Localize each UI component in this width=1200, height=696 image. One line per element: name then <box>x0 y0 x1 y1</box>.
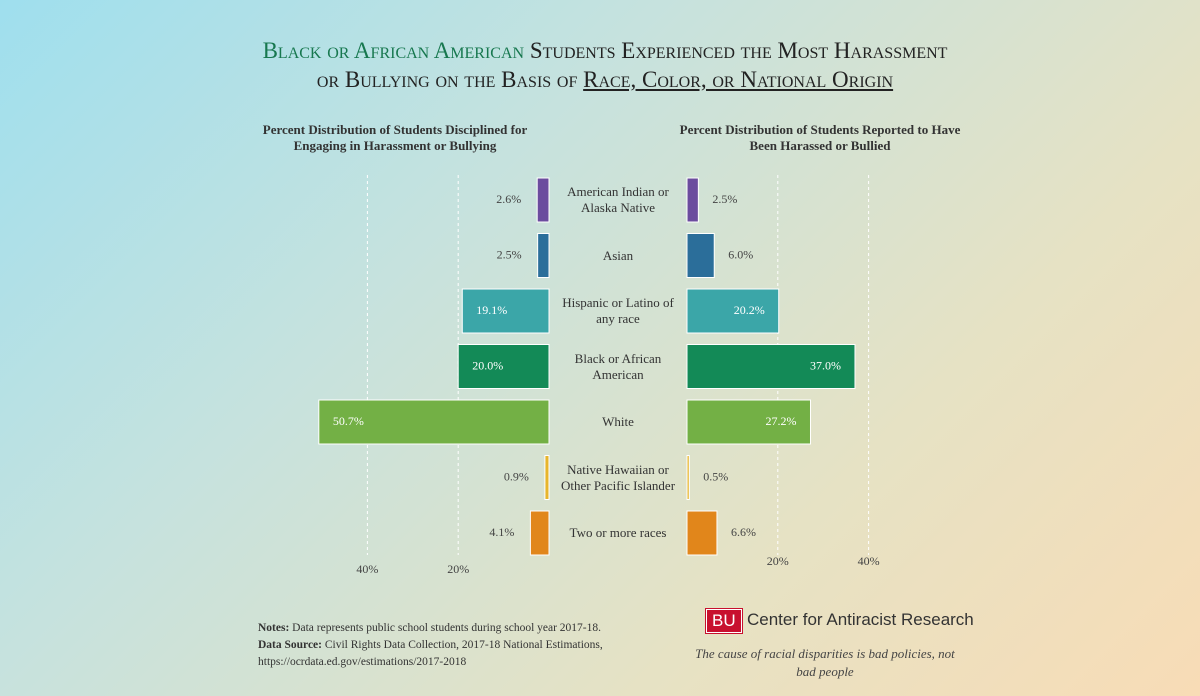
category-label: Hispanic or Latino of any race <box>562 295 674 326</box>
bar <box>457 344 550 389</box>
value-label: 19.1% <box>476 303 507 317</box>
value-label: 2.5% <box>712 192 737 206</box>
bar <box>686 455 690 500</box>
source-text: Civil Rights Data Collection, 2017-18 Na… <box>258 639 603 668</box>
chart-title: Black or African American Students Exper… <box>200 36 1010 94</box>
note-text: Data represents public school students d… <box>292 622 602 634</box>
source: Data Source: Civil Rights Data Collectio… <box>258 637 648 671</box>
title-highlight: Black or African American <box>262 38 525 63</box>
bar <box>529 510 550 556</box>
note-label: Notes: <box>258 622 290 634</box>
bar <box>461 288 550 334</box>
category-label: White <box>602 414 634 429</box>
x-tick-label: 40% <box>858 554 880 568</box>
chart: 20% 40% 2.6% 2.5% 19.1% 20.0% 50.7% 0.9% 4.1% 20%… <box>318 177 880 576</box>
value-label: 4.1% <box>489 525 514 539</box>
value-label: 2.5% <box>497 247 522 261</box>
value-label: 6.6% <box>731 525 756 539</box>
bar <box>686 288 780 334</box>
bar <box>318 399 550 445</box>
bar <box>537 233 550 278</box>
value-label: 20.2% <box>734 303 765 317</box>
title-underline: Race, Color, or National Origin <box>583 67 894 92</box>
logo: BU <box>705 608 743 634</box>
title-line: Black or African American Students Exper… <box>200 36 1010 65</box>
title-text: or Bullying on the Basis of <box>316 67 578 92</box>
bar <box>686 510 718 556</box>
x-tick-label: 20% <box>767 554 789 568</box>
category-label: Asian <box>602 247 634 263</box>
value-label: 50.7% <box>333 414 364 428</box>
bar <box>686 233 715 278</box>
bar <box>686 344 856 389</box>
bar <box>544 455 550 500</box>
value-label: 2.6% <box>496 192 521 206</box>
note: Notes: Data represents public school stu… <box>258 620 648 637</box>
organization: Center for Antiracist Research <box>747 610 974 629</box>
category-label: Two or more races <box>569 525 667 540</box>
value-label: 37.0% <box>810 358 841 372</box>
value-label: 0.9% <box>504 469 529 483</box>
tagline: The cause of racial disparities is bad p… <box>695 646 955 679</box>
bar <box>686 399 811 445</box>
title-text: Students Experienced the Most Harassment <box>529 38 948 63</box>
value-label: 6.0% <box>728 247 753 261</box>
category-label: American Indian or Alaska Native <box>567 184 669 215</box>
left-subtitle: Percent Distribution of Students Discipl… <box>262 122 528 153</box>
value-label: 27.2% <box>765 414 796 428</box>
value-label: 0.5% <box>703 469 728 483</box>
right-subtitle: Percent Distribution of Students Reporte… <box>679 122 961 153</box>
category-label: Native Hawaiian or Other Pacific Islande… <box>560 461 676 493</box>
value-label: 20.0% <box>472 358 503 372</box>
notes: Notes: Data represents public school stu… <box>258 620 648 671</box>
bar <box>536 177 550 223</box>
x-tick-label: 20% <box>447 562 469 576</box>
title-line: or Bullying on the Basis of Race, Color,… <box>200 65 1010 94</box>
source-label: Data Source: <box>258 639 322 651</box>
category-label: Black or African American <box>574 350 662 382</box>
bar <box>686 177 699 223</box>
x-tick-label: 40% <box>356 562 378 576</box>
